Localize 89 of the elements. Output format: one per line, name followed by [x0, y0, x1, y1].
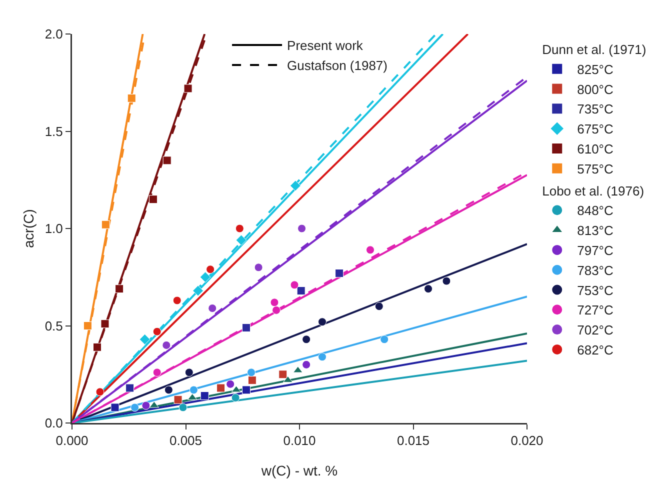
point	[254, 263, 263, 272]
point	[272, 306, 281, 314]
point	[270, 298, 279, 307]
point	[278, 370, 288, 379]
point	[200, 272, 211, 283]
point	[172, 296, 182, 305]
legend-label: 610°C	[577, 142, 614, 157]
legend-label: 702°C	[577, 322, 614, 338]
legend-label: 735°C	[577, 102, 614, 117]
point	[152, 327, 162, 336]
x-tick-label: 0.005	[169, 433, 202, 448]
point	[290, 180, 301, 192]
point	[178, 403, 188, 412]
legend-label: Present work	[287, 38, 364, 54]
point	[96, 388, 104, 396]
point	[100, 320, 110, 328]
point	[142, 401, 150, 410]
point	[296, 286, 306, 295]
legend-label: 825°C	[577, 62, 614, 77]
y-tick-label: 2.0	[44, 26, 63, 42]
point	[148, 195, 158, 204]
point	[366, 246, 374, 254]
point	[110, 403, 120, 412]
point	[93, 342, 102, 352]
point	[293, 366, 303, 373]
point	[302, 335, 311, 344]
y-axis-title: acr(C)	[20, 209, 36, 248]
point	[242, 323, 251, 332]
point	[380, 335, 389, 344]
point	[200, 392, 209, 400]
legend-label: 682°C	[577, 342, 614, 358]
point	[283, 376, 293, 382]
point	[290, 280, 299, 290]
point	[247, 368, 256, 377]
y-tick-label: 0.5	[44, 318, 63, 334]
point	[174, 395, 182, 404]
point	[139, 334, 150, 345]
point	[192, 285, 204, 296]
point	[248, 376, 256, 384]
point	[235, 224, 244, 233]
legend-label: 813°C	[577, 223, 614, 238]
point	[206, 265, 215, 274]
point	[83, 322, 92, 330]
legend-label: 848°C	[577, 203, 614, 218]
point	[302, 360, 311, 369]
x-tick-label: 0.015	[396, 433, 430, 448]
point	[149, 401, 159, 408]
x-axis-title: w(C) - wt. %	[260, 462, 338, 478]
legend-label: 753°C	[577, 282, 614, 298]
point	[127, 94, 136, 102]
point	[231, 393, 240, 402]
point	[115, 284, 124, 294]
point	[126, 384, 134, 392]
x-tick-label: 0.010	[283, 433, 316, 448]
point	[318, 352, 326, 362]
point	[189, 386, 198, 394]
point	[216, 384, 226, 392]
text: Lobo et al. (1976)	[542, 183, 644, 198]
y-tick-label: 1.0	[44, 221, 63, 236]
legend-label: 727°C	[577, 302, 614, 318]
y-tick-label: 1.5	[44, 124, 63, 139]
y-tick-label: 0.0	[44, 416, 63, 431]
point	[184, 84, 192, 93]
legend-label: Gustafson (1987)	[287, 58, 388, 74]
point	[130, 403, 140, 412]
point	[152, 368, 162, 377]
point	[424, 284, 433, 294]
point	[162, 156, 172, 165]
point	[242, 386, 251, 394]
point	[208, 304, 217, 312]
point	[101, 220, 110, 229]
legend-label: 800°C	[577, 82, 614, 97]
point	[184, 368, 194, 377]
legend-title: Dunn et al. (1971)	[542, 42, 646, 58]
legend-label: 797°C	[577, 243, 614, 258]
x-tick-label: 0.020	[510, 433, 544, 448]
point	[335, 268, 344, 278]
point	[236, 234, 247, 246]
x-tick-label: 0.000	[56, 433, 88, 448]
legend-label: 575°C	[577, 161, 614, 176]
point	[164, 386, 173, 394]
point	[298, 224, 306, 233]
point	[226, 380, 235, 388]
legend-label: 783°C	[577, 262, 614, 278]
point	[374, 302, 384, 311]
legend-label: 675°C	[577, 122, 614, 137]
point	[162, 340, 171, 350]
point	[318, 318, 326, 326]
point	[442, 276, 451, 286]
